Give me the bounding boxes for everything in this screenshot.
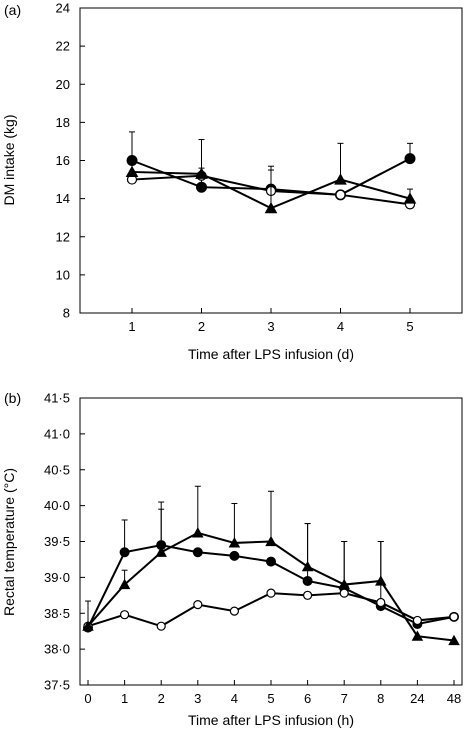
panel-a-series-3-point [403, 192, 417, 204]
panel-b-y-tick-label: 40·5 [44, 462, 70, 477]
panel-b-y-tick-label: 39·5 [44, 534, 70, 549]
panel-a-y-axis-label: DM intake (kg) [1, 114, 17, 205]
panel-b-x-tick-label: 3 [194, 691, 201, 706]
panel-b-series-2-point [303, 590, 313, 600]
panel-b-series-3-point [118, 578, 131, 590]
panel-b-label: (b) [4, 390, 21, 406]
panel-b-series-3-point [448, 634, 460, 646]
panel-a-y-tick-label: 16 [56, 153, 70, 168]
panel-b-y-tick-label: 40·0 [44, 498, 70, 513]
panel-b-x-tick-label: 7 [341, 691, 348, 706]
panel-b-y-tick-label: 38·5 [44, 606, 70, 621]
panel-b-series-2-point [339, 588, 349, 598]
panel-a-x-axis-label: Time after LPS infusion (d) [188, 346, 354, 362]
panel-b-series-2-point [229, 606, 239, 616]
panel-b-series-2-point [193, 600, 203, 610]
panel-a-x-tick-label: 4 [337, 319, 344, 334]
panel-a-y-tick-label: 24 [56, 1, 70, 16]
panel-b-x-tick-label: 24 [410, 691, 424, 706]
panel-b-x-tick-label: 0 [84, 691, 91, 706]
panel-b-series-3-point [192, 527, 204, 538]
panel-b-series-1-point [119, 547, 130, 558]
chart-panel-b: (b) Rectal temperature (°C) Time after L… [1, 390, 463, 728]
panel-b-x-tick-label: 4 [231, 691, 238, 706]
panel-b-series-2-point [449, 612, 459, 622]
panel-b-y-tick-label: 38·0 [44, 642, 70, 657]
panel-a-series-3-point [264, 201, 278, 214]
panel-a-y-tick-label: 10 [56, 267, 70, 282]
panel-a-x-tick-label: 3 [267, 319, 274, 334]
panel-b-series-1-point [302, 575, 313, 586]
panel-a-label: (a) [4, 2, 21, 18]
panel-b-x-axis-label: Time after LPS infusion (h) [188, 712, 354, 728]
panel-b-y-tick-label: 37·5 [44, 678, 70, 693]
panel-b-series-3-point [375, 575, 387, 586]
panel-b-series-3-point [265, 535, 277, 547]
chart-panel-a: (a) DM intake (kg) Time after LPS infusi… [1, 1, 463, 362]
panel-a-series-1-point [126, 155, 138, 166]
panel-b-series-2-point [376, 597, 386, 608]
panel-b-y-tick-label: 39·0 [44, 570, 70, 585]
panel-b-series-3-point [228, 537, 241, 548]
panel-a-y-tick-label: 12 [56, 229, 70, 244]
panel-a-x-tick-label: 1 [128, 319, 135, 334]
panel-a-series-1-point [404, 153, 416, 165]
panel-b-x-tick-label: 5 [267, 691, 274, 706]
panel-a-series-3-point [195, 167, 208, 179]
panel-b-y-tick-label: 41·0 [44, 426, 70, 441]
panel-b-series-3-point [338, 578, 350, 590]
panel-b-series-1-point [192, 547, 203, 558]
panel-b-x-tick-label: 8 [377, 691, 384, 706]
panel-b-marks: 37·5 38·0 38·5 39·0 39·5 40·0 40·5 41·0 41·5 0 1 2 3… [44, 391, 461, 707]
panel-a-series-3-point [125, 165, 139, 177]
panel-a-x-tick-label: 2 [198, 319, 205, 334]
panel-b-x-tick-label: 6 [304, 691, 311, 706]
panel-b-x-tick-label: 48 [447, 691, 461, 706]
panel-b-y-tick-label: 41·5 [44, 391, 70, 406]
panel-b-series-1-point [266, 556, 276, 567]
panel-a-series-3-point [334, 173, 347, 185]
panel-b-series-3-point [411, 630, 424, 641]
panel-a-y-tick-label: 20 [56, 77, 70, 92]
panel-b-y-axis-label: Rectal temperature (°C) [1, 468, 17, 616]
panel-a-y-tick-label: 18 [56, 115, 70, 130]
panel-a-y-tick-label: 14 [56, 191, 70, 206]
panel-b-series-2-point [156, 621, 166, 631]
panel-b-series-2-point [412, 615, 422, 626]
panel-b-x-tick-label: 1 [121, 691, 128, 706]
panel-a-y-tick-label: 22 [56, 39, 70, 54]
panel-b-series-2-point [266, 588, 276, 598]
panel-b-series-3-point [155, 546, 167, 557]
panel-a-series-1-point [196, 181, 207, 193]
panel-b-series-3-point [301, 560, 314, 572]
panel-b-x-tick-label: 2 [158, 691, 165, 706]
panel-b-series-2-point [119, 610, 130, 620]
panel-a-x-tick-label: 5 [406, 319, 413, 334]
panel-b-series-1-point [229, 550, 240, 561]
panel-b-series-3-point [82, 620, 94, 631]
panel-a-series-2-point [335, 189, 346, 200]
panel-a-y-tick-label: 8 [63, 306, 70, 321]
